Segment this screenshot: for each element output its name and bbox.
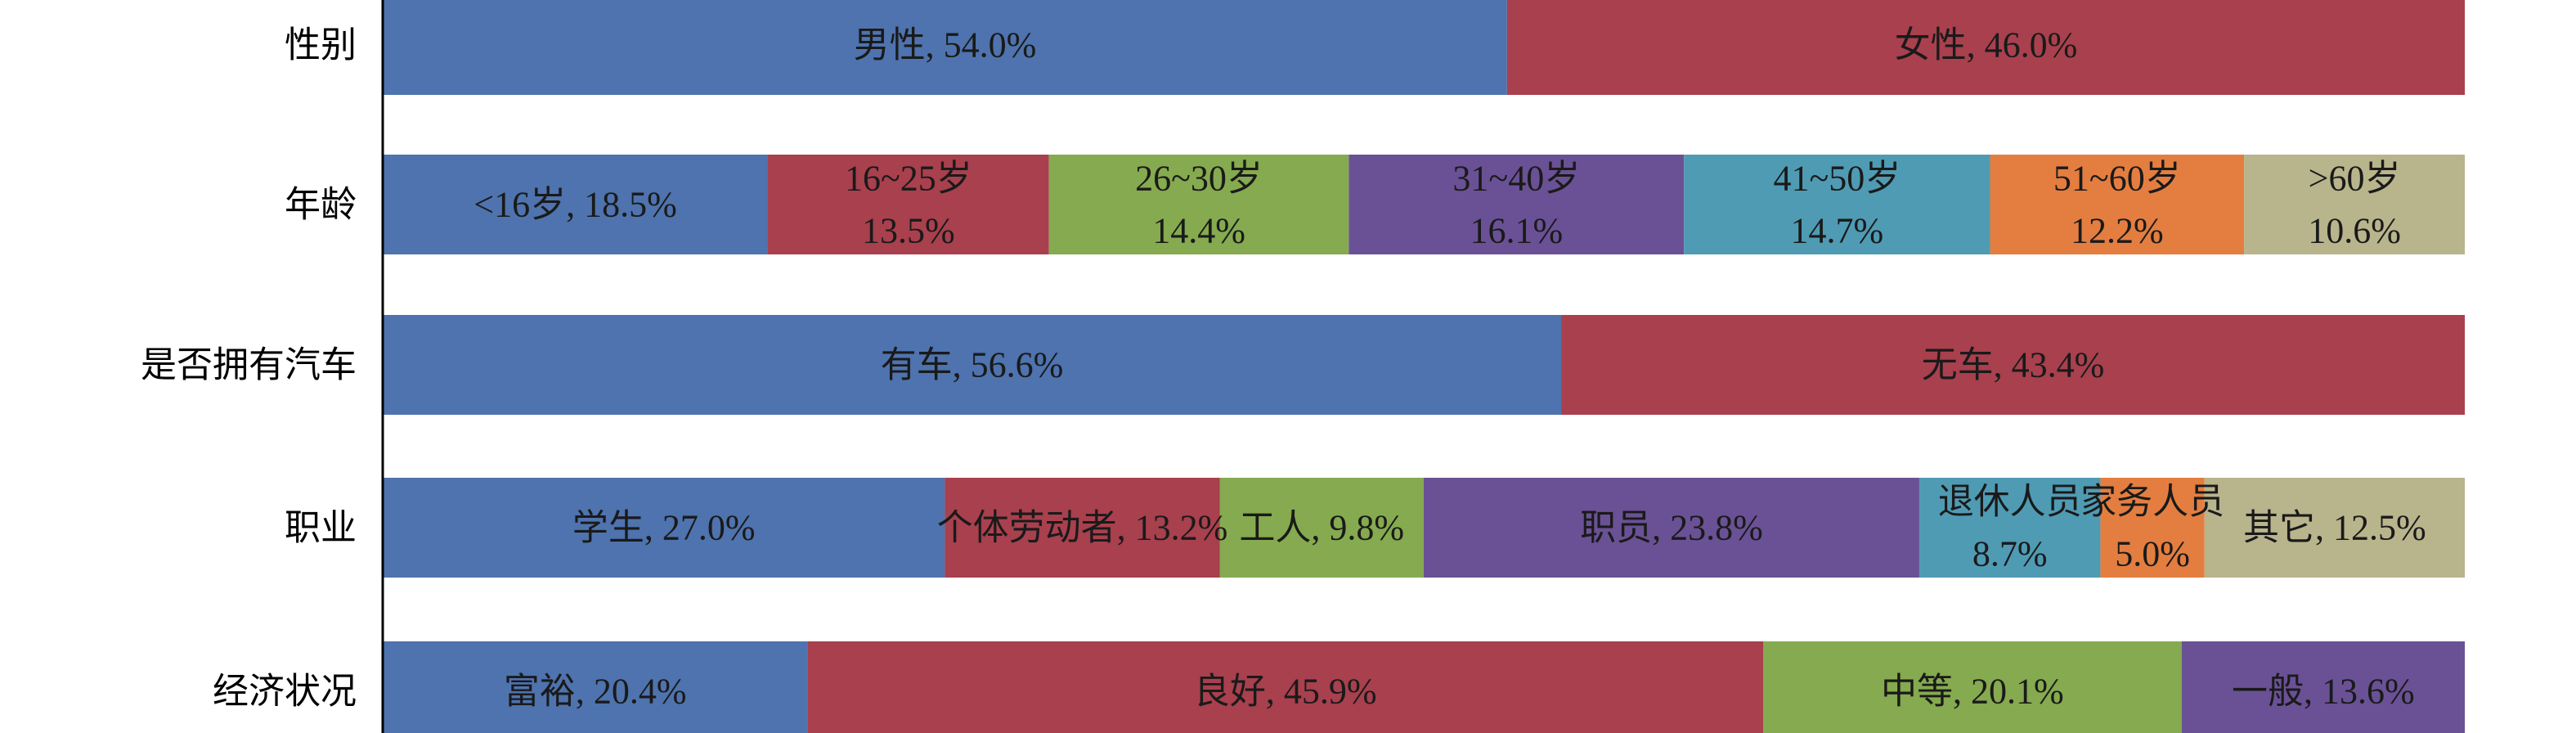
bar-segment: [2100, 478, 2205, 578]
data-label: 16.1%: [1470, 211, 1563, 251]
category-label: 性别: [285, 25, 357, 66]
bar-segment: [1919, 478, 2101, 578]
data-label: <16岁, 18.5%: [473, 185, 676, 225]
bar-segment: [1048, 155, 1349, 254]
bar-segment: [1424, 478, 1919, 578]
bar-segments: [383, 0, 2465, 733]
data-label: 良好, 45.9%: [1194, 672, 1377, 712]
bar-segment: [1762, 641, 2182, 733]
data-label: 一般, 13.6%: [2232, 672, 2415, 712]
data-label: 富裕, 20.4%: [504, 672, 687, 712]
data-label: 41~50岁: [1773, 159, 1901, 199]
bar-segment: [1506, 0, 2465, 95]
bar-segment: [1349, 155, 1685, 254]
data-label: 家务人员: [2080, 482, 2224, 522]
category-label: 是否拥有汽车: [141, 344, 357, 386]
data-label: 男性, 54.0%: [854, 25, 1037, 65]
data-label: >60岁: [2309, 159, 2401, 199]
data-label: 中等, 20.1%: [1881, 672, 2064, 712]
bar-segment: [1219, 478, 1424, 578]
data-label: 13.5%: [862, 211, 955, 251]
data-label: 51~60岁: [2053, 159, 2181, 199]
data-label: 无车, 43.4%: [1922, 345, 2105, 385]
data-label: 个体劳动者, 13.2%: [937, 508, 1228, 548]
bar-segment: [945, 478, 1220, 578]
data-label: 职员, 23.8%: [1580, 508, 1763, 548]
bar-segment: [383, 155, 769, 254]
data-label: 学生, 27.0%: [572, 508, 756, 548]
data-label: 8.7%: [1972, 534, 2048, 574]
data-label: 10.6%: [2308, 211, 2401, 251]
bar-segment: [1684, 155, 1990, 254]
bar-segment: [383, 641, 808, 733]
data-label: 26~30岁: [1135, 159, 1263, 199]
data-label: 5.0%: [2115, 534, 2190, 574]
data-label: 14.4%: [1152, 211, 1245, 251]
bar-segment: [383, 0, 1507, 95]
category-label: 年龄: [285, 184, 357, 226]
data-label: 有车, 56.6%: [881, 345, 1064, 385]
data-label: 女性, 46.0%: [1895, 25, 2078, 65]
bar-segment: [383, 478, 945, 578]
data-label: 31~40岁: [1452, 159, 1580, 199]
data-label: 退休人员: [1938, 482, 2082, 522]
bar-segment: [807, 641, 1763, 733]
data-label: 16~25岁: [845, 159, 972, 199]
data-label: 工人, 9.8%: [1239, 508, 1404, 548]
bar-segment: [1561, 315, 2465, 415]
data-label: 12.2%: [2071, 211, 2164, 251]
bar-segment: [2204, 478, 2465, 578]
bar-segment: [1990, 155, 2245, 254]
bar-segment: [768, 155, 1049, 254]
category-label: 职业: [285, 507, 357, 549]
segment-labels: 男性, 54.0% 女性, 46.0% <16岁, 18.5% 16~25岁 13.5%…: [473, 25, 2426, 712]
data-label: 14.7%: [1791, 211, 1884, 251]
bar-segment: [2244, 155, 2465, 254]
bar-segment: [2181, 641, 2465, 733]
category-label: 经济状况: [213, 671, 357, 713]
data-label: 其它, 12.5%: [2243, 508, 2426, 548]
bar-segment: [383, 315, 1562, 415]
